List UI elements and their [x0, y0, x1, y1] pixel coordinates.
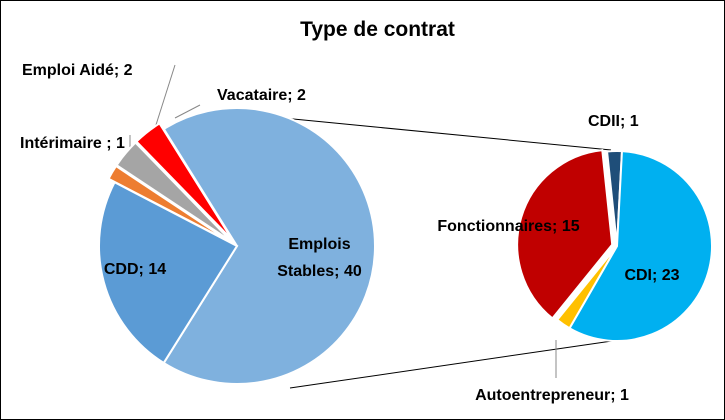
leader-line — [154, 64, 176, 129]
chart-title: Type de contrat — [300, 18, 455, 41]
pie-slice — [555, 245, 618, 330]
pie-slice — [568, 150, 713, 342]
data-label: Fonctionnaires; 15 — [437, 218, 580, 235]
connector-line — [282, 117, 612, 151]
pie-slice — [516, 148, 614, 320]
data-label: CDD; 14 — [103, 261, 167, 278]
data-label: Emploi Aidé; 2 — [22, 62, 133, 79]
connector-line — [289, 340, 613, 389]
data-label: Vacataire; 2 — [217, 87, 306, 104]
pie-slice — [162, 107, 376, 385]
data-label: Autoentrepreneur; 1 — [475, 387, 629, 404]
data-label: CDII; 1 — [588, 113, 639, 130]
data-label: CDI; 23 — [624, 267, 680, 284]
pie-slice — [115, 141, 233, 243]
data-label: Emplois Stables; 40 — [277, 236, 362, 280]
leader-line — [174, 104, 201, 119]
pie-slice — [98, 180, 239, 365]
pie-slice — [135, 122, 234, 242]
data-label: Intérimaire ; 1 — [20, 135, 125, 152]
pie-slice — [107, 164, 232, 244]
